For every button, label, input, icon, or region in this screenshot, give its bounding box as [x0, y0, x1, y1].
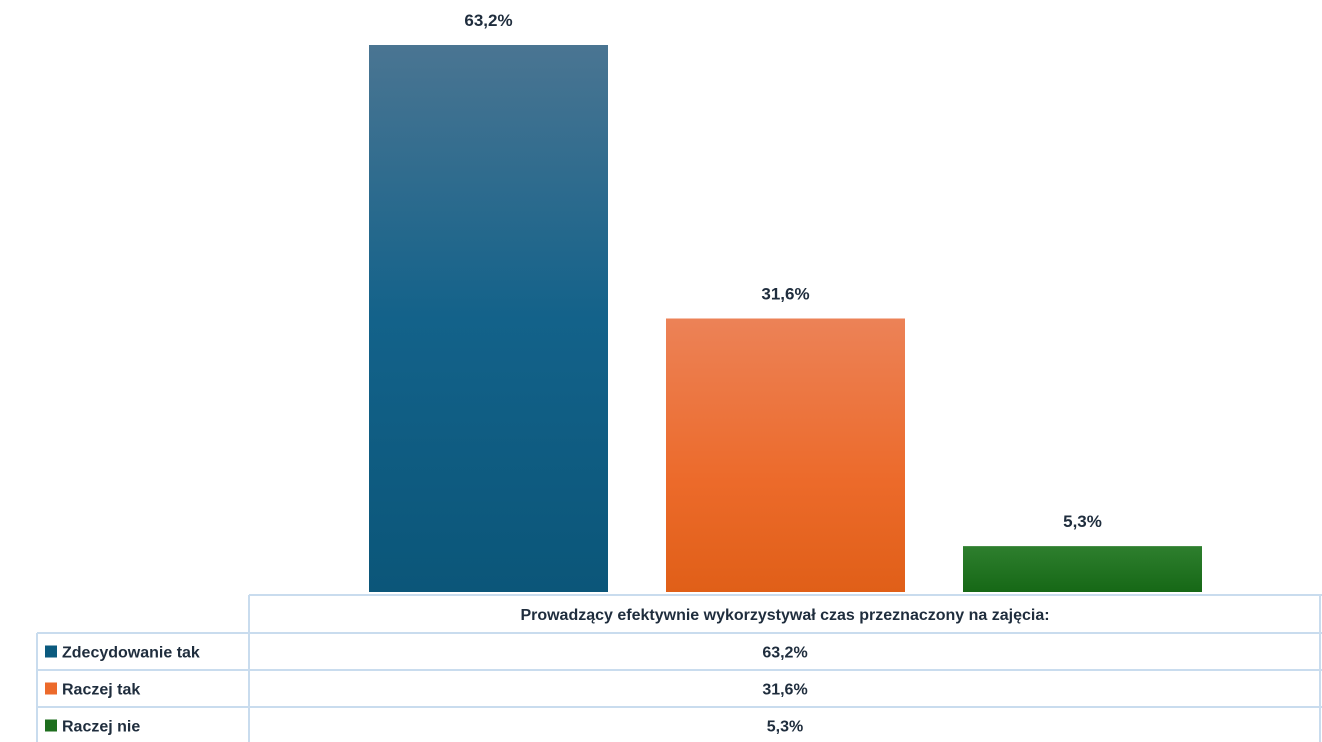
- row-value-label: 31,6%: [762, 682, 807, 699]
- bar-value-label: 5,3%: [1063, 512, 1102, 531]
- table-rows: Zdecydowanie tak 63,2% Raczej tak 31,6% Racz…: [45, 645, 808, 736]
- bar: [369, 45, 608, 592]
- row-value-label: 63,2%: [762, 645, 807, 662]
- bar-labels-layer: 63,2% 31,6% 5,3%: [464, 11, 1101, 531]
- bar: [963, 546, 1202, 592]
- bar-value-label: 63,2%: [464, 11, 512, 30]
- legend-swatch: [45, 682, 57, 695]
- table-header: Prowadzący efektywnie wykorzystywał czas…: [520, 607, 1049, 624]
- bars-layer: [369, 45, 1202, 592]
- row-category-label: Zdecydowanie tak: [62, 645, 200, 662]
- bar: [666, 318, 905, 592]
- row-category-label: Raczej tak: [62, 682, 140, 699]
- bar-value-label: 31,6%: [761, 285, 809, 304]
- row-category-label: Raczej nie: [62, 719, 140, 736]
- table-grid: [36, 594, 1322, 742]
- row-value-label: 5,3%: [767, 719, 803, 736]
- legend-swatch: [45, 719, 57, 732]
- data-table: Prowadzący efektywnie wykorzystywał czas…: [36, 594, 1322, 742]
- legend-swatch: [45, 645, 57, 658]
